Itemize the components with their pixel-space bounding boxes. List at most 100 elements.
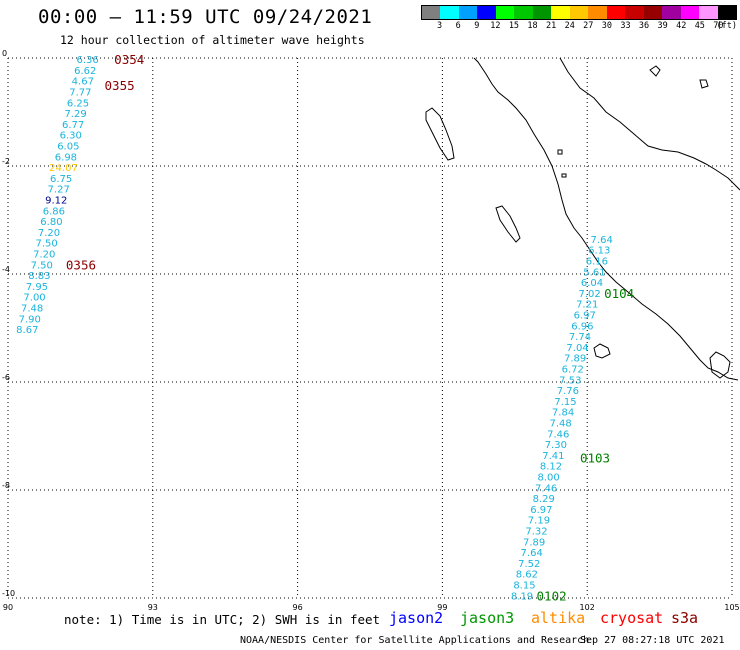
color-scale-labels: 3 6 9 12 15 18 21 24 27 30 33 36 39 42 45 70 (ft) xyxy=(421,20,737,32)
scale-swatch xyxy=(422,6,441,19)
lat-tick-label: 0 xyxy=(2,49,7,58)
scale-swatch xyxy=(606,6,626,19)
wave-height-value: 7.48 xyxy=(550,419,572,430)
wave-height-value: 24.07 xyxy=(49,163,78,174)
satellite-legend-altika: altika xyxy=(531,609,586,627)
nias-island xyxy=(425,107,455,161)
lon-tick-label: 90 xyxy=(3,603,13,612)
wave-height-value: 6.62 xyxy=(74,66,96,77)
wave-height-value: 7.76 xyxy=(557,386,579,397)
wave-height-observations: 6.366.624.677.776.257.296.776.306.056.98… xyxy=(16,52,634,603)
scale-swatch xyxy=(477,6,496,19)
wave-height-value: 7.74 xyxy=(569,332,591,343)
pass-time-label: 0355 xyxy=(105,78,135,93)
scale-label: 18 xyxy=(527,21,538,31)
wave-height-value: 7.46 xyxy=(535,483,557,494)
scale-swatch xyxy=(440,6,459,19)
wave-height-value: 6.05 xyxy=(57,141,79,152)
islet-1 xyxy=(557,149,563,155)
scale-swatch xyxy=(514,6,533,19)
map-title: 00:00 – 11:59 UTC 09/24/2021 xyxy=(38,6,373,28)
lat-tick-label: -4 xyxy=(2,265,10,274)
pass-time-label: 0356 xyxy=(66,257,96,272)
wave-height-value: 7.64 xyxy=(521,548,543,559)
wave-height-value: 7.77 xyxy=(69,87,91,98)
scale-swatch xyxy=(625,6,644,19)
satellite-legend-jason3: jason3 xyxy=(460,609,515,627)
islet-2 xyxy=(561,173,567,178)
wave-height-value: 7.89 xyxy=(523,537,545,548)
wave-height-value: 7.20 xyxy=(33,249,55,260)
wave-height-value: 6.98 xyxy=(55,152,77,163)
wave-height-value: 7.41 xyxy=(542,451,564,462)
scale-label: 3 xyxy=(437,21,443,31)
scale-swatch xyxy=(569,6,589,19)
wave-height-value: 6.75 xyxy=(50,174,72,185)
scale-label: 9 xyxy=(474,21,480,31)
wave-height-value: 7.27 xyxy=(48,185,70,196)
wave-height-value: 7.89 xyxy=(564,354,586,365)
scale-label: 45 xyxy=(694,21,705,31)
islet-4 xyxy=(699,79,709,89)
color-scale-swatches xyxy=(421,5,737,20)
footer-timestamp: Sep 27 08:27:18 UTC 2021 xyxy=(580,635,725,646)
wave-height-value: 6.13 xyxy=(588,246,610,257)
wave-height-value: 6.97 xyxy=(574,311,596,322)
scale-swatch xyxy=(680,6,700,19)
wave-height-value: 7.02 xyxy=(578,289,600,300)
wave-height-color-scale: 3 6 9 12 15 18 21 24 27 30 33 36 39 42 45 70 (ft) xyxy=(421,5,737,35)
wave-height-value: 7.84 xyxy=(552,408,574,419)
lon-tick-label: 99 xyxy=(437,603,447,612)
legend-note: note: 1) Time is in UTC; 2) SWH is in fe… xyxy=(64,612,381,627)
scale-swatch xyxy=(588,6,607,19)
wave-height-value: 7.04 xyxy=(566,343,588,354)
wave-height-value: 7.53 xyxy=(559,375,581,386)
wave-height-value: 7.64 xyxy=(591,235,613,246)
lon-tick-label: 96 xyxy=(293,603,303,612)
wave-height-value: 8.12 xyxy=(540,462,562,473)
scale-swatch xyxy=(495,6,515,19)
scale-swatch xyxy=(532,6,552,19)
wave-height-value: 8.29 xyxy=(533,494,555,505)
footer-credit: NOAA/NESDIS Center for Satellite Applica… xyxy=(240,635,590,646)
wave-height-value: 7.30 xyxy=(545,440,567,451)
scale-label: 70 xyxy=(713,21,724,31)
wave-height-value: 7.20 xyxy=(38,228,60,239)
wave-height-value: 7.48 xyxy=(21,303,43,314)
lat-tick-label: -10 xyxy=(2,589,15,598)
lat-lon-grid: 90 93 96 99 102 105 0 -2 -4 -6 -8 -10 xyxy=(2,49,740,612)
wave-height-value: 8.67 xyxy=(16,325,38,336)
pass-time-label: 0354 xyxy=(114,52,144,67)
wave-height-value: 6.86 xyxy=(43,206,65,217)
wave-height-value: 6.16 xyxy=(586,257,608,268)
wave-height-value: 6.04 xyxy=(581,278,603,289)
scale-label: 36 xyxy=(638,21,650,31)
wave-height-value: 9.12 xyxy=(45,195,67,206)
scale-label: 30 xyxy=(601,21,612,31)
wave-height-value: 7.21 xyxy=(576,300,598,311)
scale-unit: (ft) xyxy=(716,21,737,31)
islet-3 xyxy=(649,65,661,77)
lon-tick-label: 102 xyxy=(580,603,595,612)
wave-height-value: 6.30 xyxy=(60,131,82,142)
scale-label: 42 xyxy=(676,21,687,31)
lon-tick-label: 105 xyxy=(724,603,739,612)
wave-height-value: 8.00 xyxy=(537,473,559,484)
wave-height-value: 7.32 xyxy=(525,527,547,538)
scale-swatch xyxy=(717,6,736,19)
wave-height-value: 7.46 xyxy=(547,429,569,440)
scale-label: 15 xyxy=(508,21,520,31)
coastline xyxy=(425,57,740,381)
pass-time-label: 0104 xyxy=(604,286,634,301)
wave-height-value: 7.50 xyxy=(31,260,53,271)
lat-tick-label: -2 xyxy=(2,157,10,166)
pass-time-label: 0102 xyxy=(537,588,567,603)
scale-label: 6 xyxy=(455,21,461,31)
map-subtitle: 12 hour collection of altimeter wave hei… xyxy=(60,33,365,47)
wave-height-value: 8.83 xyxy=(28,271,50,282)
wave-height-value: 8.19 xyxy=(511,591,533,602)
scale-swatch xyxy=(643,6,663,19)
scale-swatch xyxy=(699,6,718,19)
sumatra-coastline xyxy=(473,57,739,381)
